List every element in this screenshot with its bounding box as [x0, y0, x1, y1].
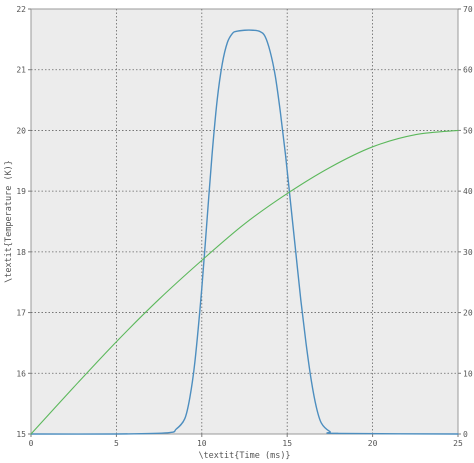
- series-line-1: [30, 29, 459, 435]
- tick-labels: 0 5 10 15 20 25 15 16 17 18 19 20 21 22 0 10 20 30 40 50 60 7…: [16, 5, 472, 448]
- y-left-tick-label: 18: [16, 248, 26, 257]
- x-tick-label: 5: [114, 439, 119, 448]
- series-line-2: [30, 129, 459, 435]
- y-left-tick-label: 19: [16, 187, 26, 196]
- y-right-tick-label: 70: [463, 5, 473, 14]
- x-tick-label: 10: [197, 439, 207, 448]
- y-left-tick-label: 16: [16, 369, 26, 378]
- x-tick-label: 20: [368, 439, 378, 448]
- y-right-tick-label: 20: [463, 309, 473, 318]
- y-right-tick-label: 50: [463, 126, 473, 135]
- y-right-tick-label: 10: [463, 369, 473, 378]
- y-left-tick-label: 22: [16, 5, 26, 14]
- y-left-tick-label: 17: [16, 309, 26, 318]
- y-right-tick-label: 0: [463, 430, 468, 439]
- x-axis-title: \textit{Time (ms)}: [198, 451, 290, 461]
- y-right-tick-label: 30: [463, 248, 473, 257]
- y-axis-title: \textit{Temperature (K)}: [4, 160, 14, 283]
- y-right-tick-label: 60: [463, 66, 473, 75]
- plot-area: [30, 8, 459, 435]
- grid-lines: [31, 9, 458, 434]
- y-right-tick-label: 40: [463, 187, 473, 196]
- series-lines: [30, 29, 459, 435]
- x-tick-label: 0: [29, 439, 34, 448]
- y-left-tick-label: 21: [16, 66, 26, 75]
- y-left-tick-label: 20: [16, 126, 26, 135]
- x-tick-label: 15: [282, 439, 292, 448]
- x-tick-label: 25: [453, 439, 463, 448]
- y-left-tick-label: 15: [16, 430, 26, 439]
